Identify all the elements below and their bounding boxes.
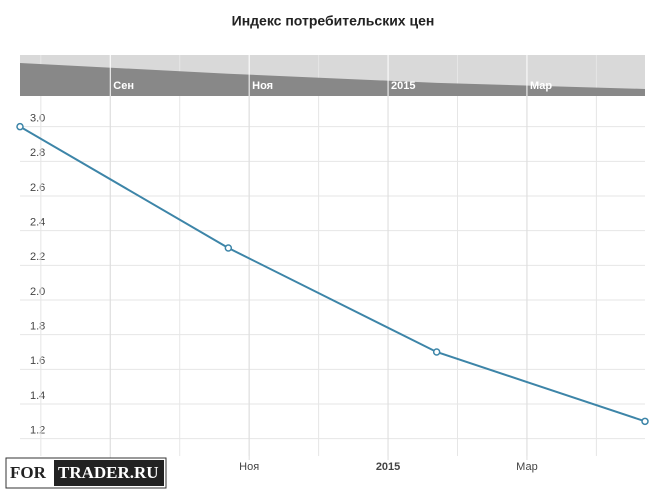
y-tick-label: 2.6 — [30, 182, 45, 194]
y-tick-label: 1.6 — [30, 355, 45, 367]
point — [224, 244, 233, 252]
y-tick-label: 1.2 — [30, 425, 45, 437]
watermark-text: TRADER.RU — [58, 463, 159, 482]
point — [641, 417, 649, 426]
y-tick-label: 2.4 — [30, 217, 45, 229]
y-tick-label: 1.4 — [30, 390, 45, 402]
point — [16, 122, 24, 131]
watermark-text: FOR — [10, 463, 47, 482]
y-tick-label: 2.0 — [30, 286, 45, 298]
navigator-label: Ноя — [252, 80, 273, 92]
line — [19, 125, 646, 423]
x-tick-label: Мар — [516, 461, 538, 473]
navigator-label: 2015 — [391, 80, 415, 92]
navigator-series — [20, 63, 645, 96]
watermark-dark — [54, 460, 164, 486]
chart-title: Индекс потребительских цен — [232, 13, 435, 29]
x-tick-label: Ноя — [239, 461, 259, 473]
y-tick-label: 1.8 — [30, 321, 45, 333]
y-tick-label: 2.2 — [30, 251, 45, 263]
y-tick-label: 2.8 — [30, 147, 45, 159]
x-tick-label: 2015 — [376, 461, 400, 473]
navigator-label: Мар — [530, 80, 552, 92]
navigator-label: Сен — [113, 80, 134, 92]
point — [432, 348, 441, 356]
y-tick-label: 3.0 — [30, 113, 45, 125]
